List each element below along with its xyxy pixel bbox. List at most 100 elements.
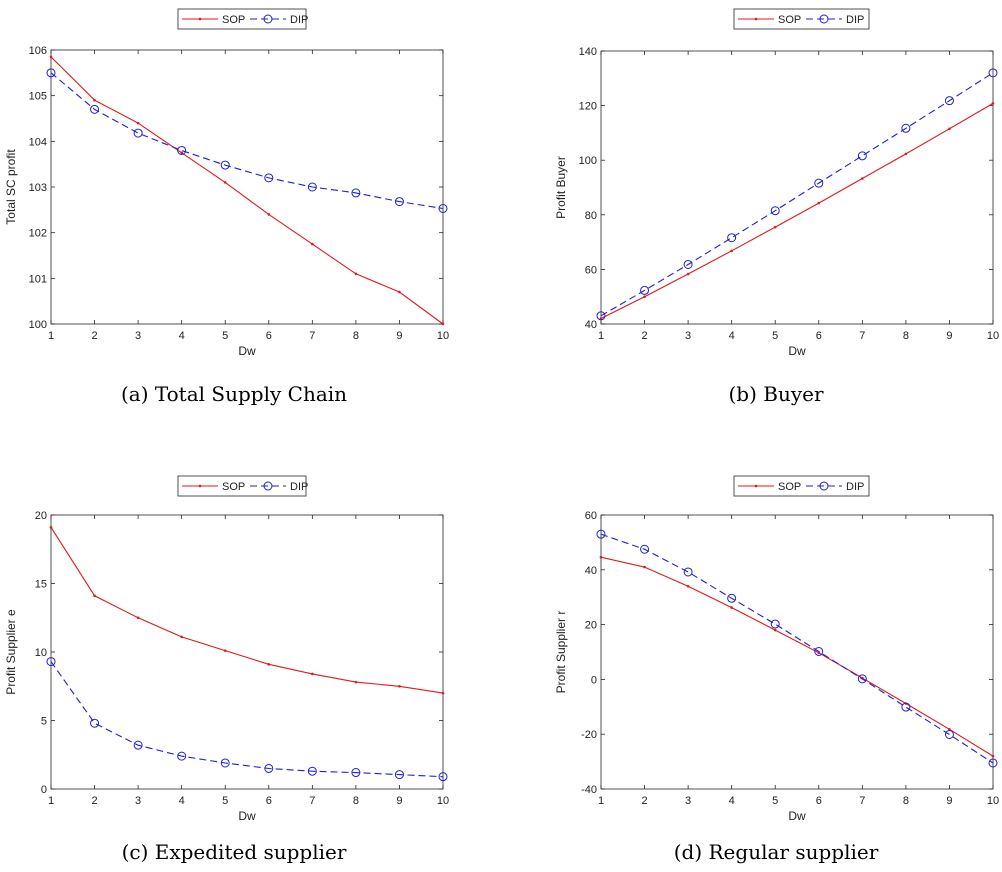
x-tick-label: 2 <box>641 330 647 342</box>
dip-point <box>988 758 998 768</box>
sop-point <box>643 295 646 299</box>
sop-point <box>730 606 733 609</box>
legend: SOP DIP <box>177 475 308 497</box>
sop-point <box>686 584 690 588</box>
dip-point <box>438 203 448 213</box>
dip-point <box>264 763 274 773</box>
y-axis-label: Profit Buyer <box>554 156 568 219</box>
y-tick-label: 20 <box>585 620 597 632</box>
dip-point <box>90 104 100 114</box>
legend-sop-label: SOP <box>778 481 801 493</box>
dip-series-line <box>600 72 994 317</box>
dip-point <box>901 702 911 712</box>
dip-point <box>394 770 404 780</box>
x-tick-label: 5 <box>222 330 228 342</box>
x-tick-label: 4 <box>179 330 185 342</box>
sop-point <box>904 152 908 156</box>
dip-point <box>177 145 187 155</box>
chart-panel-3: 1 2 3 4 5 6 7 8 9 10 0 5 10 15 20 Dw Profit Supplier e SO… <box>4 475 449 823</box>
sop-point <box>267 213 271 216</box>
y-tick-label: 15 <box>35 579 47 591</box>
x-tick-label: 8 <box>903 795 909 807</box>
x-tick-label: 5 <box>772 795 778 807</box>
x-tick-label: 5 <box>222 795 228 807</box>
x-axis-label: Dw <box>238 344 256 358</box>
y-tick-label: 102 <box>29 228 47 240</box>
x-tick-label: 6 <box>266 795 272 807</box>
y-tick-label: 0 <box>41 784 47 796</box>
legend-dip-label: DIP <box>846 481 864 493</box>
x-tick-label: 7 <box>859 795 865 807</box>
sop-point <box>311 672 314 676</box>
legend-box <box>177 475 307 497</box>
y-tick-label: 101 <box>29 273 47 285</box>
sop-point <box>948 727 951 731</box>
caption-buyer: (b) Buyer <box>728 382 824 406</box>
dip-point <box>814 178 824 188</box>
dip-point <box>944 729 954 739</box>
sop-point <box>49 526 53 529</box>
y-tick-label: -40 <box>581 784 597 796</box>
chart-panel-2: 1 2 3 4 5 6 7 8 9 10 40 60 80 100 120 140 Dw Profit Buyer… <box>554 8 999 358</box>
chart-panel-1: 1 2 3 4 5 6 7 8 9 10 100 101 102 103 104 105 106 Dw Total … <box>4 8 449 358</box>
dip-series-line <box>600 533 994 764</box>
x-tick-label: 9 <box>396 330 402 342</box>
legend-box <box>733 475 870 497</box>
x-tick-label: 3 <box>135 330 141 342</box>
dip-point <box>857 151 867 161</box>
sop-point <box>991 754 995 758</box>
x-tick-label: 10 <box>987 330 999 342</box>
y-tick-label: 106 <box>29 45 47 57</box>
x-tick-label: 2 <box>641 795 647 807</box>
y-tick-label: 60 <box>585 264 597 276</box>
legend-sop-label: SOP <box>222 481 245 493</box>
x-tick-label: 7 <box>309 330 315 342</box>
sop-point <box>817 201 821 205</box>
legend-dip-marker <box>263 481 273 491</box>
sop-point <box>730 249 733 253</box>
dip-point <box>640 544 650 554</box>
dip-point <box>177 751 187 761</box>
x-tick-label: 6 <box>816 795 822 807</box>
sop-point <box>773 225 777 229</box>
y-tick-label: 5 <box>41 716 47 728</box>
x-tick-label: 1 <box>48 795 54 807</box>
y-tick-label: 100 <box>579 155 597 167</box>
dip-point <box>220 160 230 170</box>
plot-frame <box>600 514 994 790</box>
dip-point <box>988 68 998 78</box>
dip-point <box>133 128 143 138</box>
sop-point <box>686 272 690 276</box>
legend-dip-label: DIP <box>290 14 308 26</box>
sop-point <box>267 663 271 666</box>
x-tick-label: 2 <box>91 330 97 342</box>
dip-point <box>596 311 606 321</box>
x-axis-label: Dw <box>788 344 806 358</box>
caption-total-supply-chain: (a) Total Supply Chain <box>120 382 348 406</box>
y-tick-label: 10 <box>35 647 47 659</box>
sop-point <box>354 272 358 276</box>
plot-frame <box>50 49 444 325</box>
dip-point <box>394 197 404 207</box>
x-axis-label: Dw <box>788 809 806 823</box>
sop-series-line <box>50 56 444 325</box>
dip-point <box>901 123 911 133</box>
x-tick-label: 9 <box>946 795 952 807</box>
x-tick-label: 8 <box>903 330 909 342</box>
legend-sop-label: SOP <box>222 14 245 26</box>
y-tick-label: -20 <box>581 729 597 741</box>
x-tick-label: 2 <box>91 795 97 807</box>
dip-point <box>596 529 606 539</box>
sop-point <box>991 102 995 105</box>
legend-sop-marker <box>754 17 758 21</box>
dip-point <box>770 206 780 216</box>
x-tick-label: 6 <box>816 330 822 342</box>
x-tick-label: 1 <box>48 330 54 342</box>
x-tick-label: 3 <box>685 795 691 807</box>
dip-point <box>351 768 361 778</box>
dip-point <box>90 718 100 728</box>
x-axis-label: Dw <box>238 809 256 823</box>
dip-point <box>133 740 143 750</box>
sop-series-line <box>50 527 444 694</box>
